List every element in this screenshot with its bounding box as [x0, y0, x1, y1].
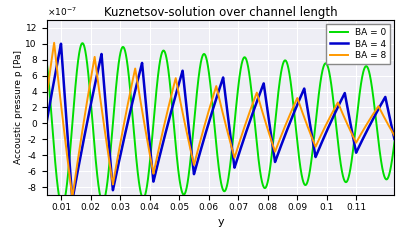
BA = 4 [170, 105, 175, 108]
BA = 4 [44, 121, 49, 124]
Y-axis label: Accoustic pressure p [Pa]: Accoustic pressure p [Pa] [14, 51, 22, 164]
Legend: BA = 0, BA = 4, BA = 8: BA = 0, BA = 4, BA = 8 [326, 24, 390, 64]
BA = 8 [392, 134, 397, 137]
BA = 4 [70, 199, 75, 202]
BA = 8 [52, 41, 56, 44]
BA = 8 [170, 89, 175, 92]
BA = 4 [250, 112, 255, 115]
BA = 8 [321, 129, 326, 132]
X-axis label: y: y [217, 217, 224, 227]
Line: BA = 4: BA = 4 [46, 44, 394, 200]
BA = 8 [70, 196, 75, 199]
BA = 0 [170, 110, 175, 113]
BA = 4 [302, 89, 307, 92]
Text: $\times10^{-7}$: $\times10^{-7}$ [46, 6, 76, 18]
BA = 8 [250, 103, 255, 106]
Line: BA = 0: BA = 0 [46, 43, 394, 206]
Title: Kuznetsov-solution over channel length: Kuznetsov-solution over channel length [104, 6, 337, 19]
BA = 0 [392, 141, 397, 144]
BA = 0 [80, 42, 85, 45]
BA = 4 [321, 138, 326, 141]
BA = 8 [44, 95, 49, 98]
BA = 4 [392, 138, 397, 140]
BA = 0 [60, 204, 64, 207]
BA = 8 [302, 117, 307, 120]
BA = 0 [250, 99, 255, 102]
BA = 4 [265, 110, 270, 113]
BA = 4 [58, 42, 63, 45]
BA = 0 [265, 181, 270, 183]
BA = 8 [62, 129, 66, 132]
Line: BA = 8: BA = 8 [46, 43, 394, 198]
BA = 0 [62, 201, 66, 203]
BA = 8 [265, 128, 270, 130]
BA = 0 [44, 59, 49, 62]
BA = 0 [321, 67, 326, 69]
BA = 0 [302, 183, 307, 186]
BA = 4 [62, 86, 66, 89]
